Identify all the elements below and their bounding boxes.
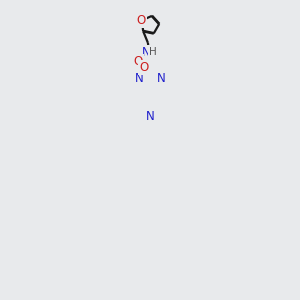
Text: N: N: [142, 46, 150, 59]
Text: N: N: [157, 72, 165, 85]
Text: O: O: [134, 55, 143, 68]
Text: N: N: [135, 72, 143, 85]
Text: N: N: [146, 110, 154, 123]
Text: H: H: [149, 47, 157, 57]
Text: O: O: [136, 14, 146, 27]
Text: O: O: [139, 61, 148, 74]
